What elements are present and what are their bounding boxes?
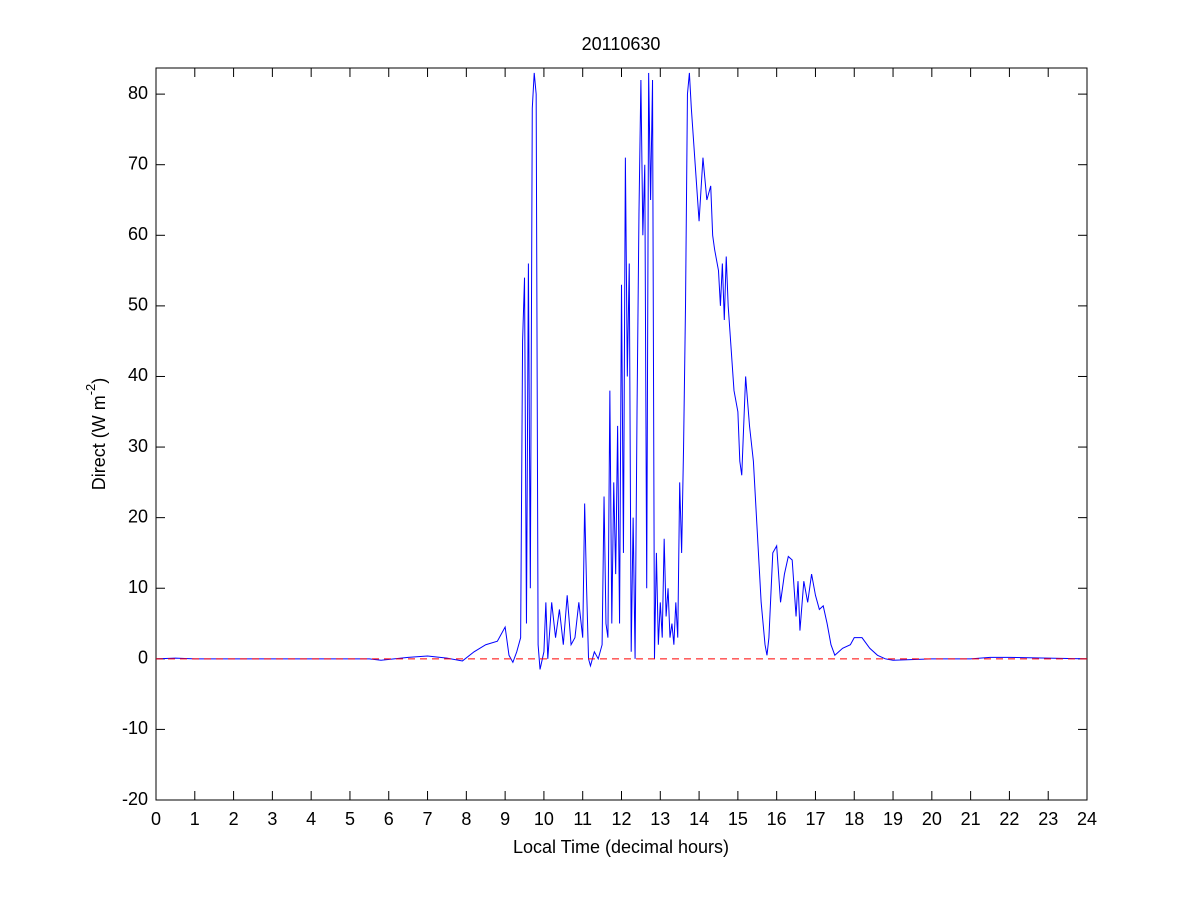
y-axis-label: Direct (W m-2) [83,378,108,491]
y-tick-label: 30 [128,436,148,456]
x-tick-label: 13 [650,809,670,829]
y-label-end: ) [89,378,109,384]
x-tick-label: 24 [1077,809,1097,829]
x-tick-label: 2 [229,809,239,829]
x-tick-label: 5 [345,809,355,829]
y-tick-label: 80 [128,83,148,103]
x-tick-label: 4 [306,809,316,829]
x-tick-label: 20 [922,809,942,829]
x-tick-label: 0 [151,809,161,829]
chart-title: 20110630 [582,34,661,54]
x-tick-label: 9 [500,809,510,829]
x-tick-label: 19 [883,809,903,829]
x-tick-label: 8 [461,809,471,829]
y-tick-label: 60 [128,224,148,244]
x-tick-label: 1 [190,809,200,829]
y-tick-label: 20 [128,506,148,526]
x-tick-label: 18 [844,809,864,829]
y-tick-label: 40 [128,365,148,385]
data-line [155,72,1088,670]
x-tick-label: 15 [728,809,748,829]
x-tick-label: 10 [534,809,554,829]
x-axis-label: Local Time (decimal hours) [513,837,729,857]
y-tick-label: 50 [128,295,148,315]
x-tick-label: 3 [267,809,277,829]
y-label-text: Direct (W m [89,395,109,490]
x-tick-label: 17 [805,809,825,829]
y-tick-label: 0 [138,648,148,668]
y-tick-label: 70 [128,153,148,173]
x-tick-label: 16 [767,809,787,829]
y-tick-label: -20 [122,789,148,809]
x-tick-label: 14 [689,809,709,829]
plot-area [155,67,1088,801]
x-tick-label: 21 [961,809,981,829]
y-tick-label: 10 [128,577,148,597]
y-label-sup: -2 [83,384,98,396]
y-tick-label: -10 [122,718,148,738]
x-tick-label: 12 [611,809,631,829]
x-tick-label: 7 [423,809,433,829]
x-tick-label: 11 [573,809,592,829]
x-tick-label: 23 [1038,809,1058,829]
x-tick-label: 6 [384,809,394,829]
x-tick-label: 22 [999,809,1019,829]
